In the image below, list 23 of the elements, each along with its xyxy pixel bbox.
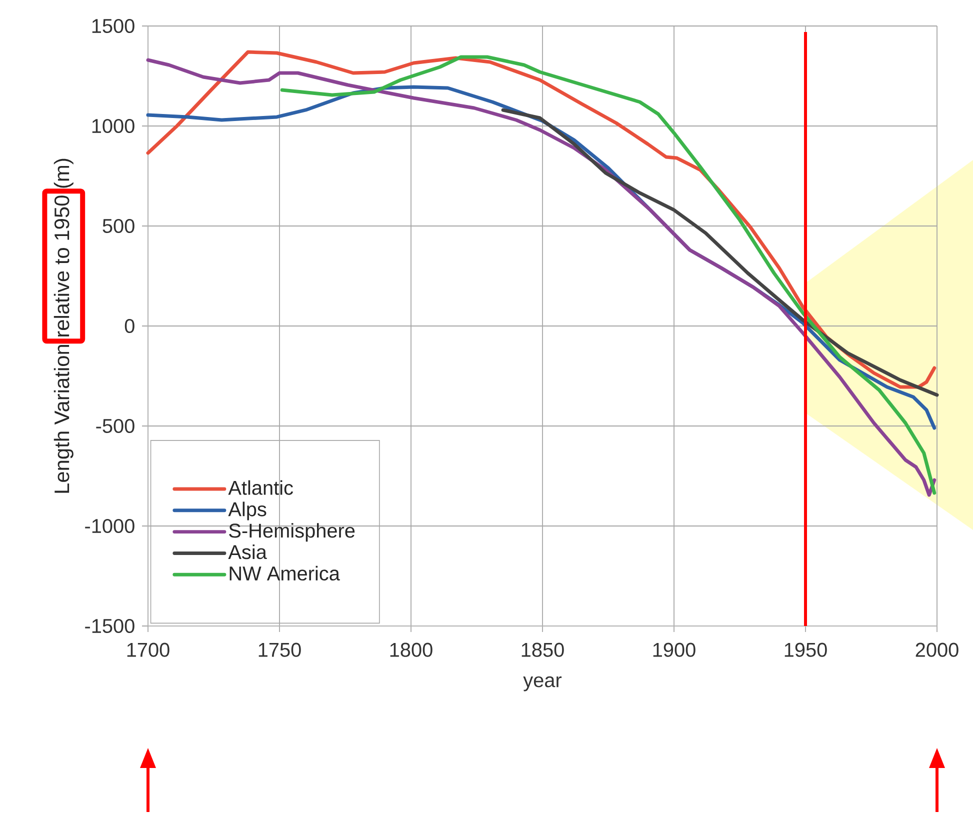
x-tick-label: 1900 — [653, 642, 696, 657]
line-series — [146, 58, 936, 497]
x-tick-label: 1800 — [390, 642, 432, 657]
legend-label: S-Hemisphere — [229, 523, 355, 542]
y-tick-label: -1000 — [85, 518, 134, 534]
legend-label: Atlantic — [228, 480, 293, 495]
y-tick-label: 1000 — [92, 118, 134, 134]
legend-label: Alps — [228, 502, 266, 520]
line-series — [501, 108, 939, 397]
x-tick-label: 1950 — [784, 642, 827, 657]
x-axis-title: year — [523, 676, 562, 692]
y-axis-title: Length Variation relative to 1950 (m) — [54, 158, 74, 493]
x-tick-label: 1700 — [127, 642, 170, 657]
x-tick-label: 2000 — [916, 642, 958, 657]
legend-label: Asia — [228, 544, 267, 560]
y-tick-label: 0 — [124, 318, 134, 334]
x-tick-label: 1750 — [258, 642, 301, 657]
x-tick-label: 1850 — [522, 642, 564, 657]
y-tick-label: 1500 — [92, 18, 134, 34]
y-tick-label: -1500 — [85, 618, 134, 634]
legend-label: NW America — [230, 566, 340, 581]
y-tick-label: 500 — [102, 218, 134, 234]
y-tick-label: -500 — [96, 418, 134, 434]
